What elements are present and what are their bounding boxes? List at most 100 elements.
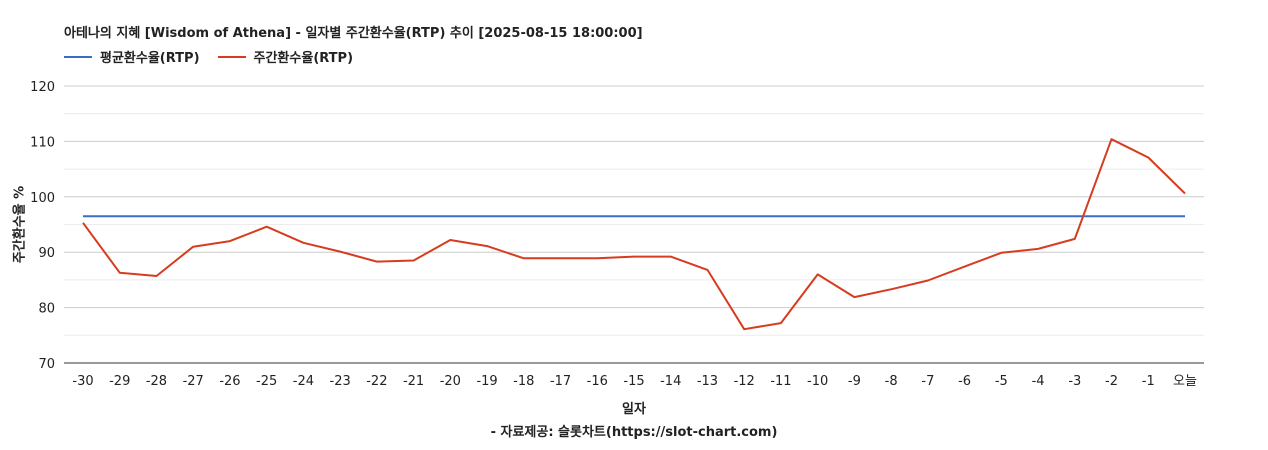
data-point-weekly-rtp[interactable] [668,254,674,260]
data-point-average-rtp[interactable] [80,213,86,219]
x-tick-label: -15 [623,374,644,389]
x-tick-label: -6 [958,374,971,389]
source-credit: - 자료제공: 슬롯차트(https://slot-chart.com) [490,425,778,440]
data-point-average-rtp[interactable] [558,213,564,219]
data-point-weekly-rtp[interactable] [447,237,453,243]
data-point-weekly-rtp[interactable] [227,238,233,244]
data-point-weekly-rtp[interactable] [778,320,784,326]
data-point-weekly-rtp[interactable] [264,224,270,230]
x-tick-label: -21 [403,374,424,389]
data-point-average-rtp[interactable] [962,213,968,219]
data-point-average-rtp[interactable] [1109,213,1115,219]
x-tick-label: -3 [1068,374,1081,389]
x-tick-label: -2 [1105,374,1118,389]
data-point-weekly-rtp[interactable] [190,244,196,250]
y-axis-title: 주간환수율 % [12,186,28,263]
data-point-weekly-rtp[interactable] [153,273,159,279]
x-tick-label: -28 [146,374,167,389]
x-tick-label: -4 [1032,374,1045,389]
data-point-average-rtp[interactable] [300,213,306,219]
data-point-weekly-rtp[interactable] [851,294,857,300]
gridlines [64,85,1204,364]
data-point-average-rtp[interactable] [521,213,527,219]
x-tick-label: -9 [848,374,861,389]
x-tick-label: -26 [219,374,240,389]
x-tick-label: -5 [995,374,1008,389]
x-tick-label: -8 [885,374,898,389]
x-tick-label: -19 [476,374,497,389]
data-point-weekly-rtp[interactable] [558,255,564,261]
y-tick-label: 70 [38,357,55,372]
data-point-average-rtp[interactable] [668,213,674,219]
data-point-average-rtp[interactable] [1072,213,1078,219]
data-point-weekly-rtp[interactable] [631,254,637,260]
y-tick-label: 110 [30,135,55,150]
data-point-average-rtp[interactable] [1145,213,1151,219]
data-point-weekly-rtp[interactable] [1145,154,1151,160]
series-line-weekly-rtp[interactable] [82,138,1186,331]
data-point-weekly-rtp[interactable] [1109,136,1115,142]
x-tick-label: -10 [807,374,828,389]
data-point-average-rtp[interactable] [337,213,343,219]
data-point-weekly-rtp[interactable] [300,240,306,246]
data-point-weekly-rtp[interactable] [815,271,821,277]
data-point-weekly-rtp[interactable] [741,326,747,332]
x-tick-label: -20 [440,374,461,389]
x-tick-label: -23 [330,374,351,389]
y-tick-label: 120 [30,80,55,95]
data-point-average-rtp[interactable] [447,213,453,219]
data-point-average-rtp[interactable] [925,213,931,219]
x-tick-label: -11 [770,374,791,389]
x-tick-label: -16 [587,374,608,389]
data-point-weekly-rtp[interactable] [117,270,123,276]
data-point-average-rtp[interactable] [411,213,417,219]
data-point-average-rtp[interactable] [1035,213,1041,219]
data-point-average-rtp[interactable] [117,213,123,219]
data-point-average-rtp[interactable] [851,213,857,219]
data-point-average-rtp[interactable] [190,213,196,219]
legend-item-weekly-rtp[interactable]: 주간환수율(RTP) [217,47,353,66]
data-point-average-rtp[interactable] [153,213,159,219]
x-tick-label: -27 [183,374,204,389]
data-point-weekly-rtp[interactable] [998,250,1004,256]
data-point-weekly-rtp[interactable] [704,267,710,273]
x-tick-label: -29 [109,374,130,389]
x-tick-label: -7 [921,374,934,389]
data-point-average-rtp[interactable] [778,213,784,219]
data-point-weekly-rtp[interactable] [1182,190,1188,196]
data-point-average-rtp[interactable] [741,213,747,219]
data-point-average-rtp[interactable] [594,213,600,219]
x-tick-label: -30 [72,374,93,389]
data-point-average-rtp[interactable] [631,213,637,219]
data-point-weekly-rtp[interactable] [1035,246,1041,252]
y-tick-label: 80 [38,302,55,317]
data-point-average-rtp[interactable] [484,213,490,219]
y-tick-label: 90 [38,246,55,261]
data-point-weekly-rtp[interactable] [594,255,600,261]
x-tick-label: -24 [293,374,314,389]
data-point-average-rtp[interactable] [1182,213,1188,219]
data-point-average-rtp[interactable] [815,213,821,219]
data-point-weekly-rtp[interactable] [80,220,86,226]
data-point-weekly-rtp[interactable] [521,255,527,261]
data-point-weekly-rtp[interactable] [374,259,380,265]
data-point-average-rtp[interactable] [264,213,270,219]
data-point-weekly-rtp[interactable] [337,249,343,255]
data-point-average-rtp[interactable] [998,213,1004,219]
data-point-weekly-rtp[interactable] [888,286,894,292]
data-point-average-rtp[interactable] [374,213,380,219]
data-point-average-rtp[interactable] [704,213,710,219]
chart-title: 아테나의 지혜 [Wisdom of Athena] - 일자별 주간환수율(R… [64,26,643,41]
x-tick-label: -17 [550,374,571,389]
x-tick-label: -25 [256,374,277,389]
data-point-weekly-rtp[interactable] [484,243,490,249]
data-point-weekly-rtp[interactable] [411,258,417,264]
y-axis: 70 80 90 100 110 120 [30,80,55,372]
data-point-weekly-rtp[interactable] [1072,236,1078,242]
legend-swatch-average-rtp [64,55,92,58]
data-point-average-rtp[interactable] [888,213,894,219]
data-point-weekly-rtp[interactable] [962,264,968,270]
legend-item-average-rtp[interactable]: 평균환수율(RTP) [64,47,200,66]
data-point-average-rtp[interactable] [227,213,233,219]
data-point-weekly-rtp[interactable] [925,277,931,283]
